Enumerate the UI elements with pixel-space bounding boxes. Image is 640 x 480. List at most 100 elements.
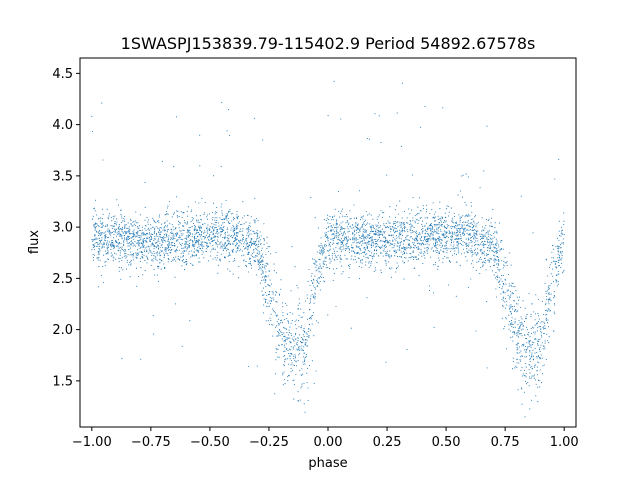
data-point xyxy=(549,264,551,266)
data-point xyxy=(263,304,265,306)
data-point xyxy=(327,238,329,240)
data-point xyxy=(461,227,463,229)
data-point xyxy=(193,228,196,230)
data-point xyxy=(560,231,563,233)
data-point xyxy=(355,222,357,224)
data-point xyxy=(152,226,154,228)
data-point xyxy=(375,230,377,232)
data-point xyxy=(110,252,113,254)
data-point xyxy=(290,346,292,348)
data-point xyxy=(95,242,97,244)
data-point xyxy=(125,252,127,255)
data-point xyxy=(396,230,398,232)
data-point xyxy=(370,246,372,248)
data-point xyxy=(306,333,308,335)
data-point xyxy=(326,236,328,238)
data-point xyxy=(239,241,241,244)
data-point xyxy=(239,228,241,230)
data-point xyxy=(496,279,498,281)
data-point xyxy=(530,366,532,368)
data-point xyxy=(498,281,500,283)
data-point xyxy=(418,197,420,199)
data-point xyxy=(512,340,514,342)
data-point xyxy=(364,229,366,231)
data-point xyxy=(374,267,376,269)
data-point xyxy=(383,223,385,225)
data-point xyxy=(177,255,179,257)
data-point xyxy=(379,226,381,229)
data-point xyxy=(278,293,281,295)
data-point xyxy=(494,258,496,260)
data-point xyxy=(473,232,475,234)
data-point xyxy=(553,303,555,305)
data-point xyxy=(557,262,559,264)
data-point xyxy=(160,237,162,239)
data-point xyxy=(347,223,350,225)
data-point xyxy=(270,300,273,302)
data-point xyxy=(157,219,159,221)
data-point xyxy=(464,221,466,223)
data-point xyxy=(481,249,483,251)
data-point xyxy=(341,258,343,260)
data-point xyxy=(200,234,202,236)
data-point xyxy=(121,257,123,259)
data-point xyxy=(372,218,374,220)
data-point xyxy=(138,234,140,236)
data-point xyxy=(413,231,415,233)
y-axis: 1.52.02.53.03.54.04.5 xyxy=(52,67,80,389)
data-point xyxy=(201,241,204,243)
data-point xyxy=(406,247,408,249)
data-point xyxy=(500,241,502,243)
data-point xyxy=(135,231,137,233)
data-point xyxy=(229,270,231,272)
data-point xyxy=(321,273,323,275)
data-point xyxy=(441,225,443,227)
data-point xyxy=(554,263,557,265)
data-point xyxy=(315,261,317,263)
data-point xyxy=(528,385,530,387)
data-point xyxy=(332,279,334,281)
data-point xyxy=(475,330,477,332)
data-point xyxy=(345,236,347,238)
data-point xyxy=(476,232,478,234)
data-point xyxy=(232,212,234,215)
data-point xyxy=(247,253,250,255)
data-point xyxy=(487,239,489,241)
data-point xyxy=(159,251,161,253)
data-point xyxy=(378,236,381,238)
data-point xyxy=(320,247,322,249)
data-point xyxy=(530,356,532,358)
data-point xyxy=(537,340,539,342)
data-point xyxy=(276,349,278,351)
data-point xyxy=(119,235,121,237)
data-point xyxy=(242,217,244,219)
data-point xyxy=(547,310,549,312)
data-point xyxy=(329,249,331,251)
data-point xyxy=(490,258,493,260)
data-point xyxy=(168,258,170,260)
data-point xyxy=(331,226,333,228)
data-point xyxy=(124,235,126,237)
data-point xyxy=(221,219,224,221)
data-point xyxy=(109,232,111,234)
data-point xyxy=(488,260,490,262)
data-point xyxy=(186,248,188,250)
data-point xyxy=(264,300,267,302)
data-point xyxy=(224,257,227,259)
data-point xyxy=(175,260,177,262)
data-point xyxy=(489,266,491,268)
data-point xyxy=(153,231,155,233)
data-point xyxy=(458,224,460,226)
data-point xyxy=(172,242,174,244)
data-point xyxy=(526,313,528,315)
data-point xyxy=(127,245,129,247)
data-point xyxy=(187,215,189,217)
data-point xyxy=(395,250,397,252)
data-point xyxy=(341,227,343,229)
data-point xyxy=(150,238,153,240)
data-point xyxy=(191,226,193,228)
data-point xyxy=(492,240,494,242)
data-point xyxy=(355,261,357,263)
data-point xyxy=(516,349,518,351)
